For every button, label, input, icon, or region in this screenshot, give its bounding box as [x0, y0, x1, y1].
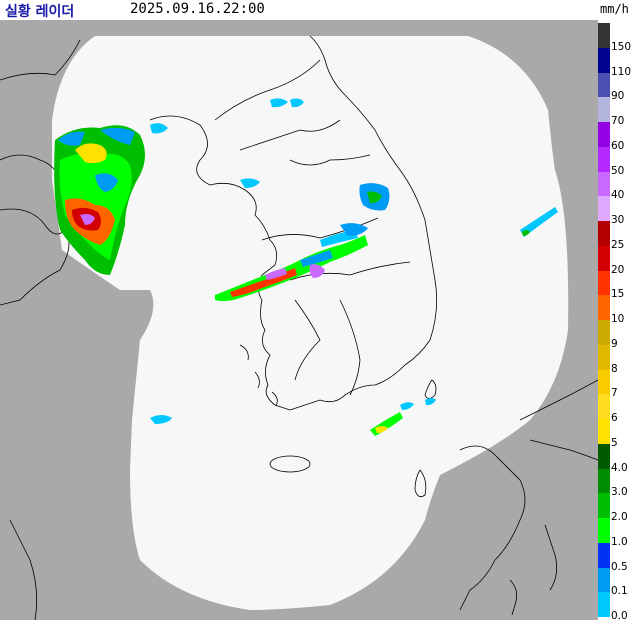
legend-swatch	[598, 196, 610, 222]
legend-label: 8	[611, 362, 618, 375]
legend-label: 9	[611, 337, 618, 350]
legend-swatch	[598, 146, 610, 172]
legend-label: 1.0	[611, 535, 628, 548]
legend-swatch	[598, 295, 610, 321]
legend-swatch	[598, 72, 610, 98]
legend-label: 20	[611, 263, 625, 276]
legend-swatch	[598, 567, 610, 593]
legend-label: 25	[611, 238, 625, 251]
legend-label: 70	[611, 115, 625, 127]
legend-swatch	[598, 270, 610, 296]
legend-swatch	[598, 468, 610, 494]
page-title: 실황 레이더	[5, 4, 75, 20]
legend-label: 50	[611, 164, 625, 177]
legend-swatch	[598, 542, 610, 568]
unit-label: mm/h	[600, 2, 629, 16]
legend-swatch	[598, 97, 610, 123]
legend-swatch	[598, 419, 610, 444]
precipitation-echoes	[54, 98, 558, 436]
legend-label: 60	[611, 139, 625, 152]
radar-map[interactable]	[0, 20, 598, 620]
legend-swatch	[598, 394, 610, 420]
legend-label: 0.0	[611, 610, 628, 622]
timestamp: 2025.09.16.22:00	[130, 1, 265, 17]
legend-swatch	[598, 171, 610, 197]
legend-swatch	[598, 122, 610, 147]
legend-label: 6	[611, 412, 618, 424]
legend-label: 110	[611, 65, 632, 78]
legend-label: 15	[611, 288, 625, 301]
legend-label: 90	[611, 90, 625, 103]
precipitation-legend: 150 110 90 70 60 50 40 30 25 20 15 10 9 8 7 6 5 4.0 3.0 2.0…	[598, 20, 635, 622]
legend-swatch	[598, 23, 610, 48]
legend-swatch	[598, 47, 610, 73]
legend-label: 2.0	[611, 511, 628, 523]
legend-label: 3.0	[611, 486, 628, 499]
legend-label: 0.1	[611, 585, 628, 598]
legend-swatch	[598, 320, 610, 345]
legend-label: 0.5	[611, 560, 628, 573]
legend-swatch	[598, 443, 610, 469]
legend-label: 7	[611, 387, 618, 400]
legend-label: 30	[611, 214, 625, 226]
legend-label: 40	[611, 189, 625, 202]
legend-swatch	[598, 592, 610, 618]
legend-swatch	[598, 344, 610, 370]
legend-swatch	[598, 518, 610, 543]
coverage-area	[52, 36, 569, 610]
legend-label: 150	[611, 40, 632, 53]
radar-map-canvas	[0, 20, 598, 620]
legend-swatch	[598, 221, 610, 246]
legend-swatch	[598, 245, 610, 271]
legend-label: 10	[611, 313, 625, 325]
legend-swatch	[598, 493, 610, 519]
legend-label: 4.0	[611, 461, 628, 474]
header: 실황 레이더 2025.09.16.22:00 mm/h	[0, 0, 635, 20]
legend-swatch	[598, 369, 610, 395]
legend-label: 5	[611, 436, 618, 449]
